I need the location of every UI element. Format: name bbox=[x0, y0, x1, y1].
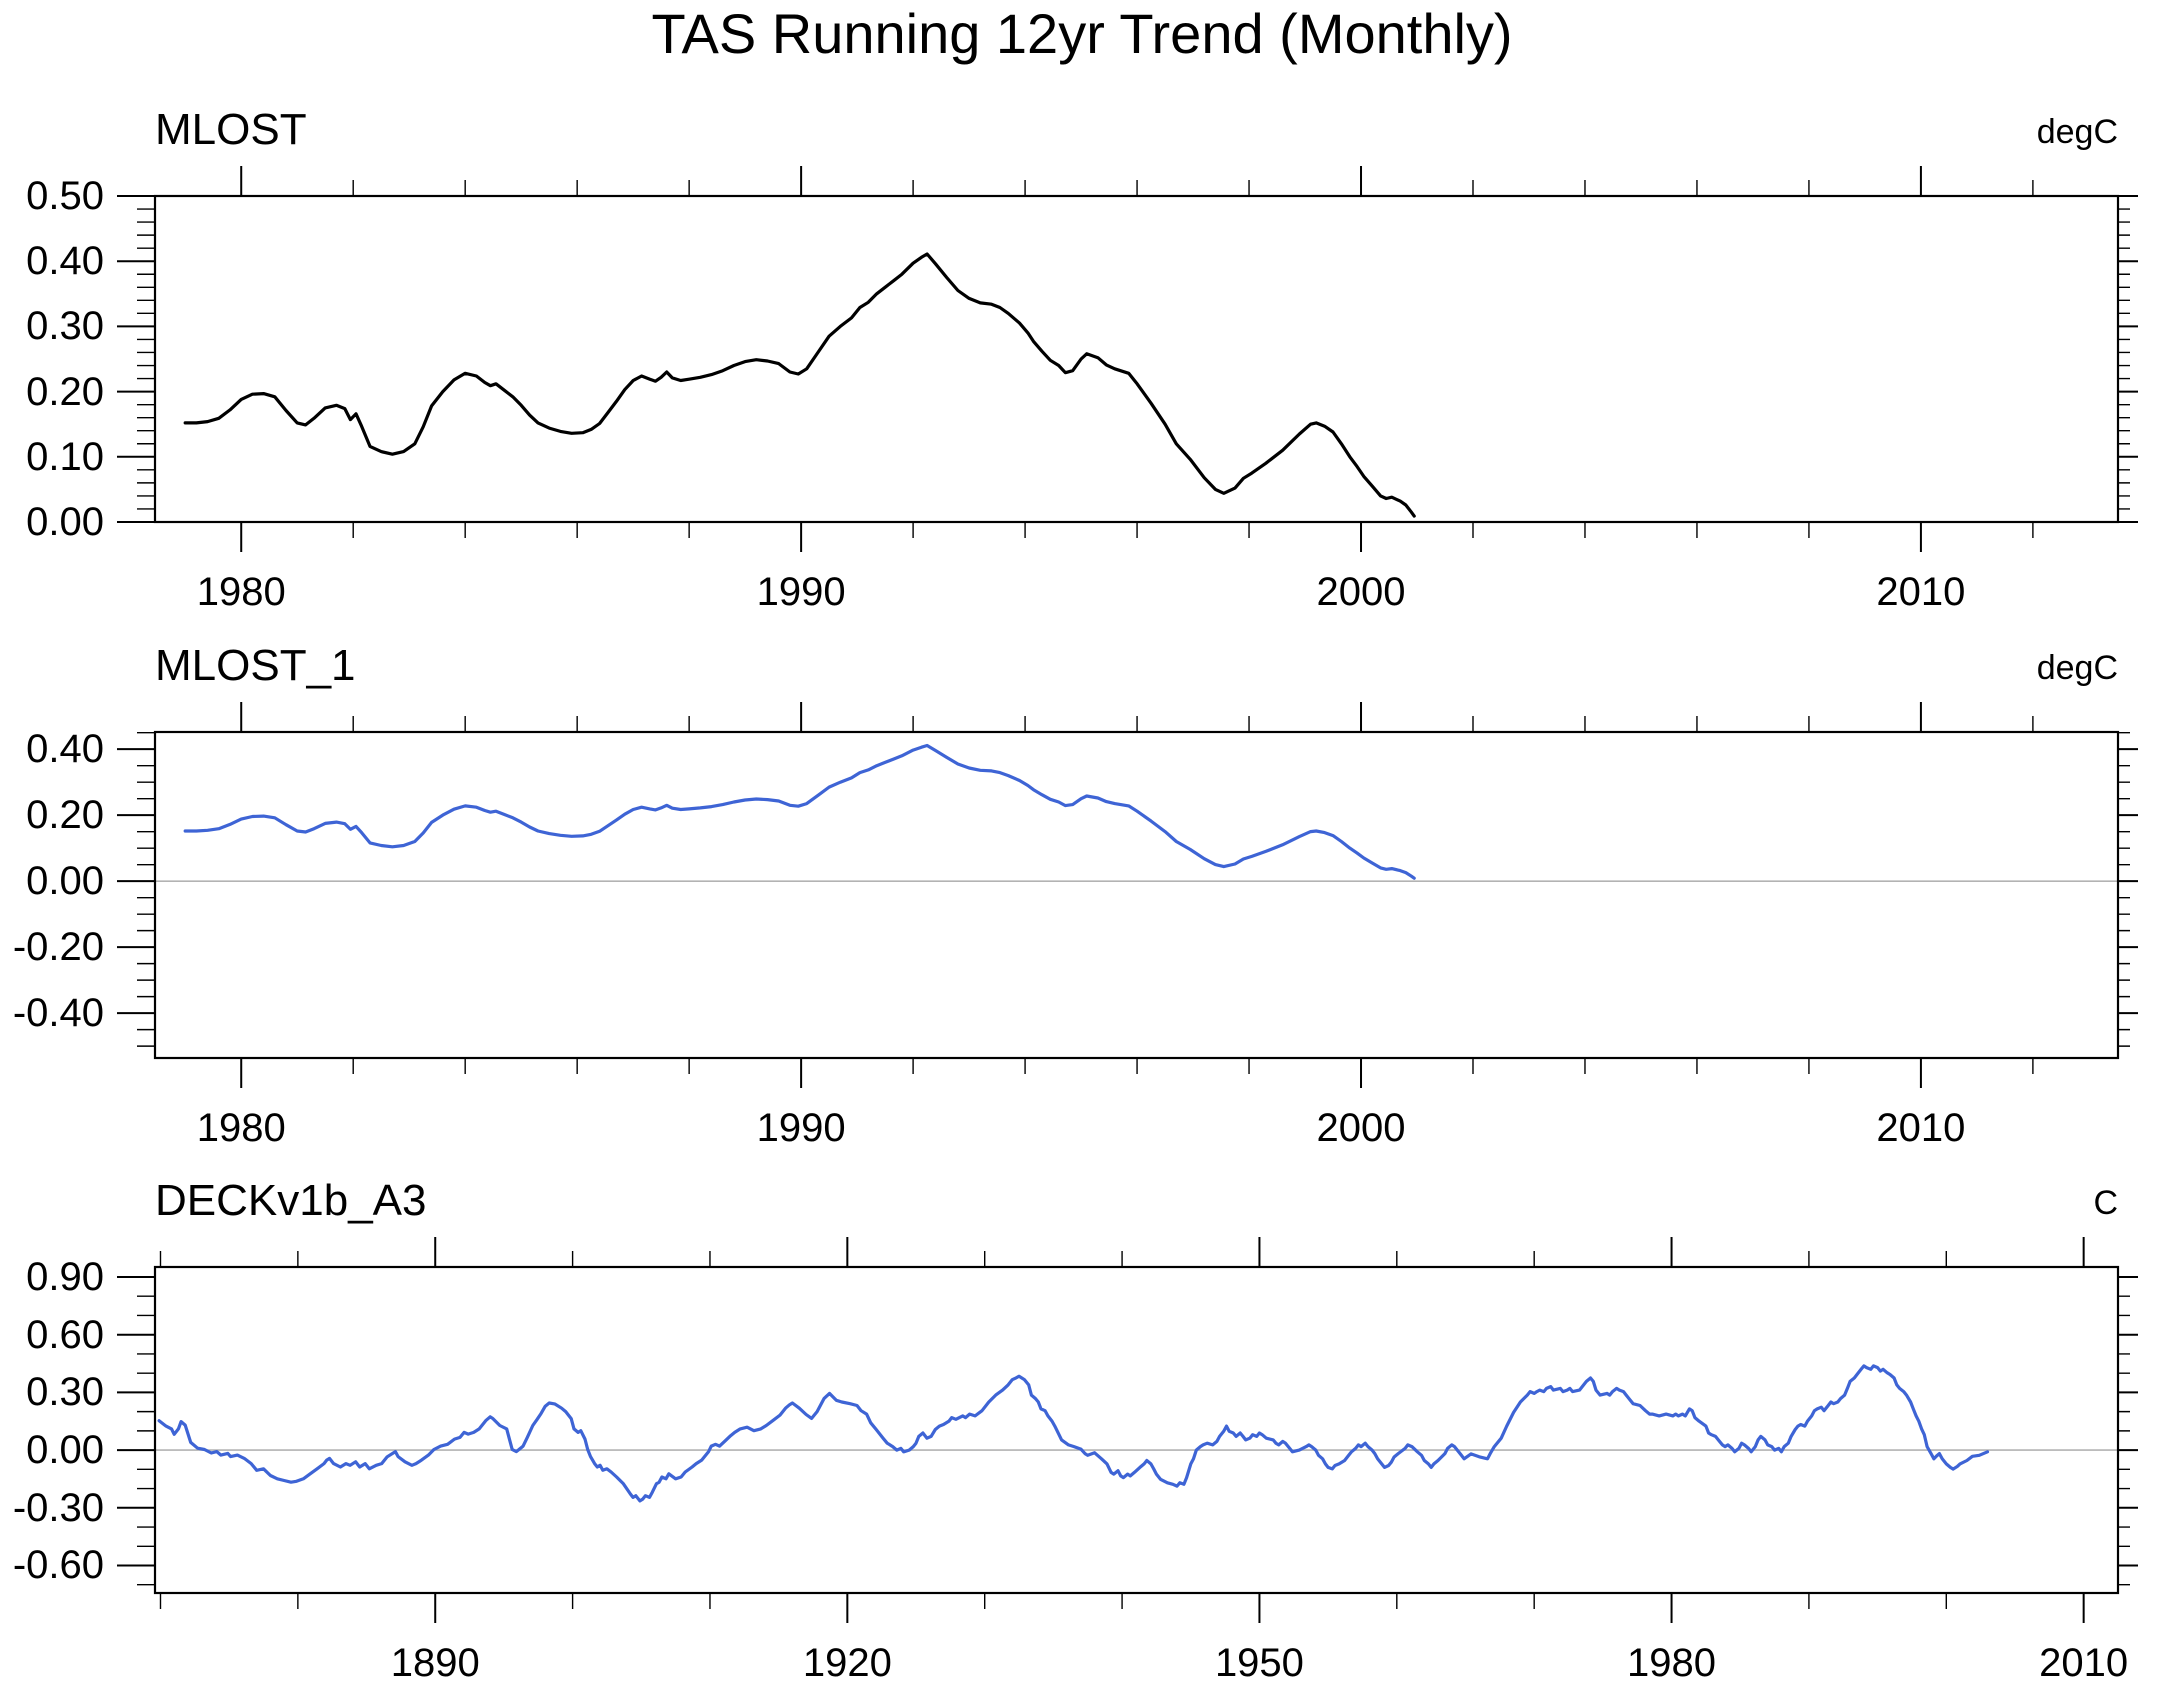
panel-box bbox=[153, 1265, 2120, 1595]
main-title: TAS Running 12yr Trend (Monthly) bbox=[651, 2, 1513, 65]
y-tick-label: 0.00 bbox=[26, 500, 104, 544]
series-line-MLOST bbox=[183, 252, 1416, 518]
y-tick-label: -0.60 bbox=[12, 1543, 104, 1588]
y-tick-label: 0.00 bbox=[26, 1428, 104, 1473]
minor-tick-marks bbox=[137, 180, 2130, 538]
y-tick-label: 0.60 bbox=[26, 1312, 104, 1357]
major-tick-marks bbox=[117, 166, 2138, 552]
y-tick-label: 0.40 bbox=[26, 239, 104, 284]
x-tick-label: 2010 bbox=[1876, 570, 1966, 614]
x-tick-label: 2010 bbox=[1876, 1106, 1966, 1150]
x-tick-label: 2010 bbox=[2039, 1641, 2129, 1685]
x-tick-label: 2000 bbox=[1316, 1106, 1406, 1150]
major-tick-marks bbox=[117, 1237, 2138, 1623]
y-tick-label: 0.30 bbox=[26, 1370, 104, 1415]
y-tick-label: 0.00 bbox=[26, 859, 104, 904]
y-tick-label: -0.40 bbox=[12, 991, 104, 1036]
x-tick-label: 1990 bbox=[756, 1106, 846, 1150]
y-tick-label: 0.90 bbox=[26, 1255, 104, 1299]
x-tick-label: 1990 bbox=[756, 570, 846, 614]
y-tick-label: 0.20 bbox=[26, 793, 104, 838]
x-tick-label: 1980 bbox=[196, 570, 286, 614]
x-tick-label: 2000 bbox=[1316, 570, 1406, 614]
unit-label: degC bbox=[2036, 649, 2118, 687]
unit-label: degC bbox=[2036, 113, 2118, 151]
y-tick-label: -0.30 bbox=[12, 1485, 104, 1530]
x-tick-label: 1920 bbox=[802, 1641, 892, 1685]
panel-box bbox=[153, 194, 2120, 524]
y-tick-label: 0.40 bbox=[26, 727, 104, 772]
panel-title: MLOST bbox=[155, 105, 307, 154]
panel-box bbox=[153, 730, 2120, 1060]
x-tick-label: 1890 bbox=[390, 1641, 480, 1685]
y-tick-label: 0.10 bbox=[26, 434, 104, 479]
series-line-DECKv1b_A3 bbox=[157, 1364, 1990, 1503]
series-line-MLOST_1 bbox=[183, 743, 1416, 880]
panel-title: MLOST_1 bbox=[155, 641, 356, 690]
unit-label: C bbox=[2093, 1184, 2118, 1222]
y-tick-label: 0.20 bbox=[26, 369, 104, 414]
x-tick-label: 1980 bbox=[196, 1106, 286, 1150]
minor-tick-marks bbox=[137, 1251, 2130, 1609]
y-tick-label: 0.50 bbox=[26, 174, 104, 218]
minor-tick-marks bbox=[137, 716, 2130, 1074]
y-tick-label: 0.30 bbox=[26, 304, 104, 349]
x-tick-label: 1980 bbox=[1627, 1641, 1717, 1685]
x-tick-label: 1950 bbox=[1214, 1641, 1304, 1685]
major-tick-marks bbox=[117, 702, 2138, 1088]
panel-title: DECKv1b_A3 bbox=[155, 1176, 427, 1225]
y-tick-label: -0.20 bbox=[12, 925, 104, 970]
